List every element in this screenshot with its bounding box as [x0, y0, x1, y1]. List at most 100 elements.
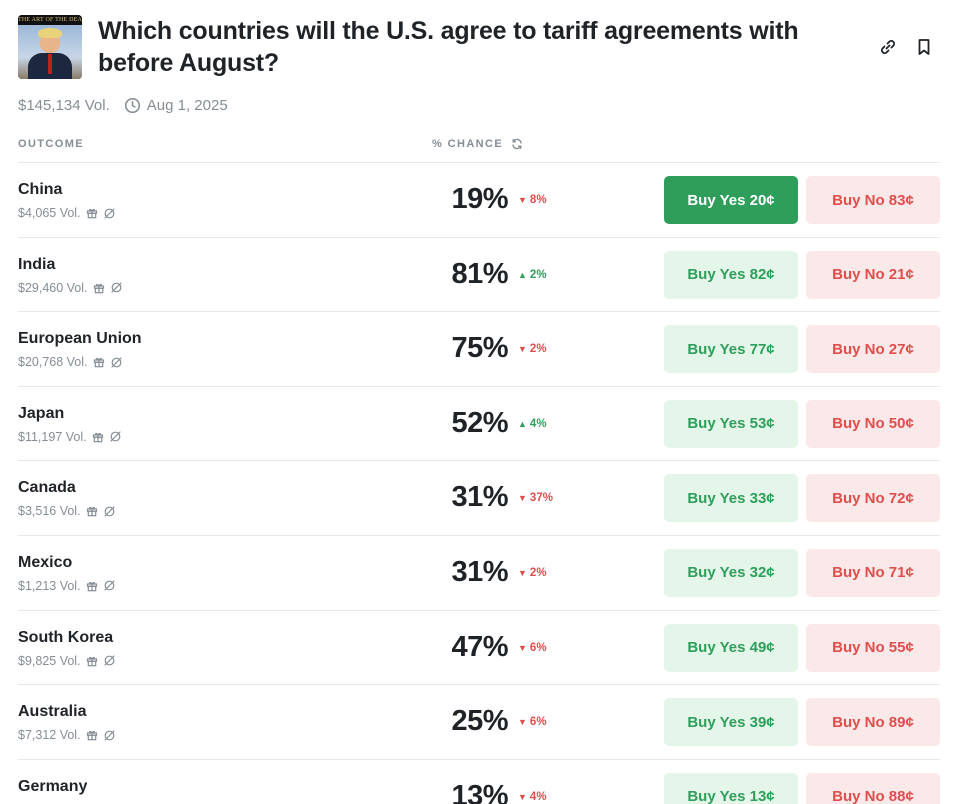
outcome-row[interactable]: South Korea $9,825 Vol. 47% ▼ 6% Buy Yes 49¢ B… — [18, 609, 940, 685]
slash-circle-icon[interactable] — [110, 356, 123, 369]
outcome-row[interactable]: India $29,460 Vol. 81% ▲ 2% Buy Yes 82¢ Buy No… — [18, 236, 940, 312]
buy-yes-button[interactable]: Buy Yes 20¢ — [664, 176, 798, 224]
buy-no-button[interactable]: Buy No 71¢ — [806, 548, 940, 597]
gift-icon[interactable] — [86, 729, 98, 741]
outcome-chance: 75% — [451, 332, 508, 365]
chance-delta: ▼ 8% — [518, 194, 547, 206]
outcome-row[interactable]: Australia $7,312 Vol. 25% ▼ 6% Buy Yes 39¢ Buy… — [18, 684, 940, 759]
outcome-volume: $9,825 Vol. — [18, 653, 81, 668]
slash-circle-icon[interactable] — [103, 505, 116, 518]
outcome-name: European Union — [18, 330, 142, 348]
buy-yes-button[interactable]: Buy Yes 53¢ — [664, 399, 798, 448]
chance-delta-value: 37% — [529, 492, 553, 505]
outcome-row[interactable]: Canada $3,516 Vol. 31% ▼ 37% Buy Yes 33¢ Buy N… — [18, 460, 940, 535]
buy-no-button[interactable]: Buy No 55¢ — [806, 623, 940, 672]
chance-delta-value: 6% — [529, 641, 547, 654]
outcome-chance: 52% — [451, 406, 508, 439]
slash-circle-icon[interactable] — [110, 281, 123, 294]
chance-delta: ▼ 2% — [518, 567, 547, 579]
buy-yes-button[interactable]: Buy Yes 13¢ — [664, 772, 798, 804]
outcome-chance: 47% — [451, 630, 508, 663]
outcome-chance: 81% — [451, 257, 508, 290]
outcome-volume-line: $20,768 Vol. — [18, 355, 123, 369]
outcome-name: Japan — [18, 404, 65, 422]
buy-no-button[interactable]: Buy No 27¢ — [806, 325, 940, 374]
buy-no-button[interactable]: Buy No 89¢ — [806, 698, 940, 747]
chance-delta: ▼ 4% — [518, 791, 547, 803]
link-icon[interactable] — [878, 37, 898, 57]
chance-delta-value: 6% — [529, 716, 547, 729]
chance-delta-value: 4% — [529, 417, 547, 430]
gift-icon[interactable] — [86, 505, 98, 517]
buy-yes-button[interactable]: Buy Yes 77¢ — [664, 325, 798, 374]
arrow-down-icon: ▼ — [518, 642, 527, 653]
outcome-row[interactable]: Mexico $1,213 Vol. 31% ▼ 2% Buy Yes 32¢ Buy No… — [18, 534, 940, 610]
buy-no-button[interactable]: Buy No 83¢ — [806, 176, 940, 224]
slash-circle-icon[interactable] — [103, 654, 116, 667]
column-header-chance: % CHANCE — [432, 138, 523, 150]
chance-delta-value: 2% — [529, 343, 547, 356]
chance-delta-value: 8% — [529, 194, 547, 206]
outcome-row[interactable]: Germany 13% ▼ 4% Buy Yes 13¢ Buy No 88¢ — [18, 758, 940, 804]
refresh-icon[interactable] — [511, 138, 523, 150]
arrow-up-icon: ▲ — [518, 418, 527, 429]
chance-delta: ▲ 2% — [518, 269, 547, 281]
outcome-chance: 19% — [451, 183, 508, 215]
chance-delta-value: 2% — [529, 268, 547, 281]
slash-circle-icon[interactable] — [109, 430, 122, 443]
buy-yes-button[interactable]: Buy Yes 33¢ — [664, 474, 798, 523]
buy-no-button[interactable]: Buy No 50¢ — [806, 399, 940, 448]
outcome-chance: 13% — [451, 779, 508, 804]
market-header: THE ART OF THE DEAL Which countries will… — [18, 14, 940, 84]
buy-no-button[interactable]: Buy No 72¢ — [806, 474, 940, 523]
slash-circle-icon[interactable] — [103, 579, 116, 592]
buy-no-button[interactable]: Buy No 21¢ — [806, 250, 940, 299]
gift-icon[interactable] — [93, 356, 105, 368]
buy-yes-button[interactable]: Buy Yes 49¢ — [664, 623, 798, 672]
arrow-down-icon: ▼ — [518, 493, 527, 504]
chance-delta: ▼ 6% — [518, 716, 547, 728]
buy-yes-button[interactable]: Buy Yes 32¢ — [664, 548, 798, 597]
outcome-volume: $3,516 Vol. — [18, 504, 81, 519]
outcome-row[interactable]: European Union $20,768 Vol. 75% ▼ 2% Buy Yes … — [18, 311, 940, 386]
outcome-name: Canada — [18, 479, 76, 497]
outcome-chance: 31% — [451, 481, 508, 514]
buy-no-button[interactable]: Buy No 88¢ — [806, 772, 940, 804]
outcome-row[interactable]: Japan $11,197 Vol. 52% ▲ 4% Buy Yes 53¢ Buy No… — [18, 385, 940, 461]
chance-delta-value: 4% — [529, 790, 547, 803]
outcome-volume-line: $1,213 Vol. — [18, 579, 116, 593]
buy-yes-button[interactable]: Buy Yes 39¢ — [664, 698, 798, 747]
arrow-down-icon: ▼ — [518, 791, 527, 802]
arrow-down-icon: ▼ — [518, 344, 527, 355]
gift-icon[interactable] — [92, 431, 104, 443]
outcome-volume: $1,213 Vol. — [18, 578, 81, 593]
gift-icon[interactable] — [86, 655, 98, 667]
market-title: Which countries will the U.S. agree to t… — [98, 17, 799, 77]
arrow-up-icon: ▲ — [518, 269, 527, 280]
chance-delta: ▲ 4% — [518, 418, 547, 430]
arrow-down-icon: ▼ — [518, 195, 527, 205]
slash-circle-icon[interactable] — [103, 729, 116, 742]
outcome-name: China — [18, 181, 63, 198]
bookmark-icon[interactable] — [914, 37, 934, 57]
chance-delta-value: 2% — [529, 566, 547, 579]
market-meta: $145,134 Vol. Aug 1, 2025 — [18, 95, 228, 115]
slash-circle-icon[interactable] — [103, 207, 116, 220]
outcome-volume-line: $11,197 Vol. — [18, 430, 122, 444]
chance-delta: ▼ 6% — [518, 642, 547, 654]
gift-icon[interactable] — [86, 580, 98, 592]
outcome-volume: $7,312 Vol. — [18, 728, 81, 743]
outcome-name: Mexico — [18, 553, 73, 571]
outcome-row[interactable]: China $4,065 Vol. 19% ▼ 8% Buy Yes 20¢ Buy No … — [18, 162, 940, 237]
outcome-volume-line: $29,460 Vol. — [18, 281, 123, 295]
outcome-name: Germany — [18, 777, 88, 795]
outcome-list: China $4,065 Vol. 19% ▼ 8% Buy Yes 20¢ Buy No … — [18, 162, 940, 804]
gift-icon[interactable] — [86, 207, 98, 219]
column-header-chance-label: % CHANCE — [432, 138, 504, 150]
gift-icon[interactable] — [93, 282, 105, 294]
column-header-outcome: OUTCOME — [18, 138, 85, 150]
arrow-down-icon: ▼ — [518, 567, 527, 578]
clock-icon — [124, 97, 140, 113]
outcome-volume: $20,768 Vol. — [18, 355, 88, 370]
buy-yes-button[interactable]: Buy Yes 82¢ — [664, 250, 798, 299]
